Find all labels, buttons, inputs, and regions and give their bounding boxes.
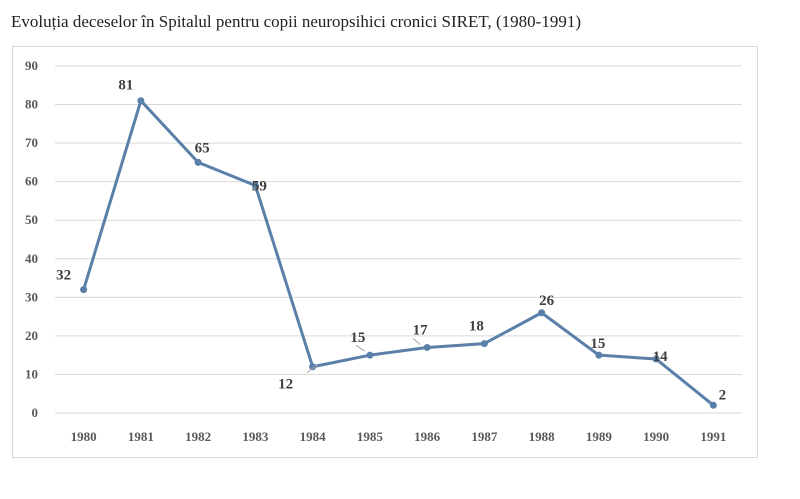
data-label: 26 (539, 293, 555, 309)
data-label: 15 (350, 330, 365, 346)
y-axis-ticks: 0 10 20 30 40 50 60 70 80 90 (25, 58, 38, 420)
data-label: 12 (278, 377, 293, 393)
gridlines (55, 65, 742, 414)
x-tick-label: 1982 (185, 429, 211, 444)
label-leader-line (306, 364, 318, 374)
x-tick-label: 1990 (643, 429, 669, 444)
y-tick-label: 30 (25, 289, 38, 304)
x-tick-label: 1980 (71, 429, 97, 444)
x-tick-label: 1985 (357, 429, 384, 444)
data-point (595, 351, 603, 359)
data-point (480, 340, 488, 348)
y-tick-label: 40 (25, 251, 38, 266)
data-point (652, 355, 660, 363)
data-point (538, 309, 546, 317)
series-line-path (82, 99, 715, 407)
x-tick-label: 1987 (471, 429, 498, 444)
chart-title: Evoluția deceselor în Spitalul pentru co… (11, 12, 581, 31)
y-tick-label: 0 (32, 405, 39, 420)
x-tick-label: 1981 (128, 429, 154, 444)
x-tick-label: 1986 (414, 429, 441, 444)
data-point (137, 97, 145, 105)
data-label: 65 (195, 140, 210, 156)
y-tick-label: 50 (25, 212, 38, 227)
data-point (194, 158, 202, 166)
label-leader-line (355, 344, 366, 352)
y-tick-label: 80 (25, 97, 38, 112)
y-tick-label: 70 (25, 135, 38, 150)
x-tick-label: 1988 (529, 429, 556, 444)
x-tick-label: 1984 (300, 429, 327, 444)
data-label: 2 (719, 387, 727, 403)
x-tick-label: 1983 (242, 429, 269, 444)
data-point (309, 363, 317, 371)
x-tick-label: 1991 (700, 429, 726, 444)
data-point (423, 343, 431, 351)
y-tick-label: 60 (25, 174, 38, 189)
data-label: 17 (413, 322, 429, 338)
data-label: 59 (252, 179, 267, 195)
y-tick-label: 20 (25, 328, 38, 343)
data-label: 15 (590, 336, 605, 352)
series-points (80, 97, 717, 409)
data-point (80, 286, 88, 294)
data-labels: 32 81 65 59 12 15 17 18 26 15 14 2 (56, 78, 726, 404)
y-tick-label: 10 (25, 366, 38, 381)
data-point (709, 401, 717, 409)
data-label: 18 (469, 319, 484, 335)
x-tick-label: 1989 (586, 429, 613, 444)
data-point (251, 182, 259, 190)
data-label: 14 (653, 349, 669, 365)
data-label: 32 (56, 268, 71, 284)
data-label: 81 (118, 78, 133, 94)
data-point (366, 351, 374, 359)
series-line (82, 99, 715, 407)
label-leader-line (412, 338, 421, 345)
y-tick-label: 90 (25, 58, 38, 73)
x-axis-ticks: 1980 1981 1982 1983 1984 1985 1986 1987 1988 1989… (71, 429, 727, 444)
